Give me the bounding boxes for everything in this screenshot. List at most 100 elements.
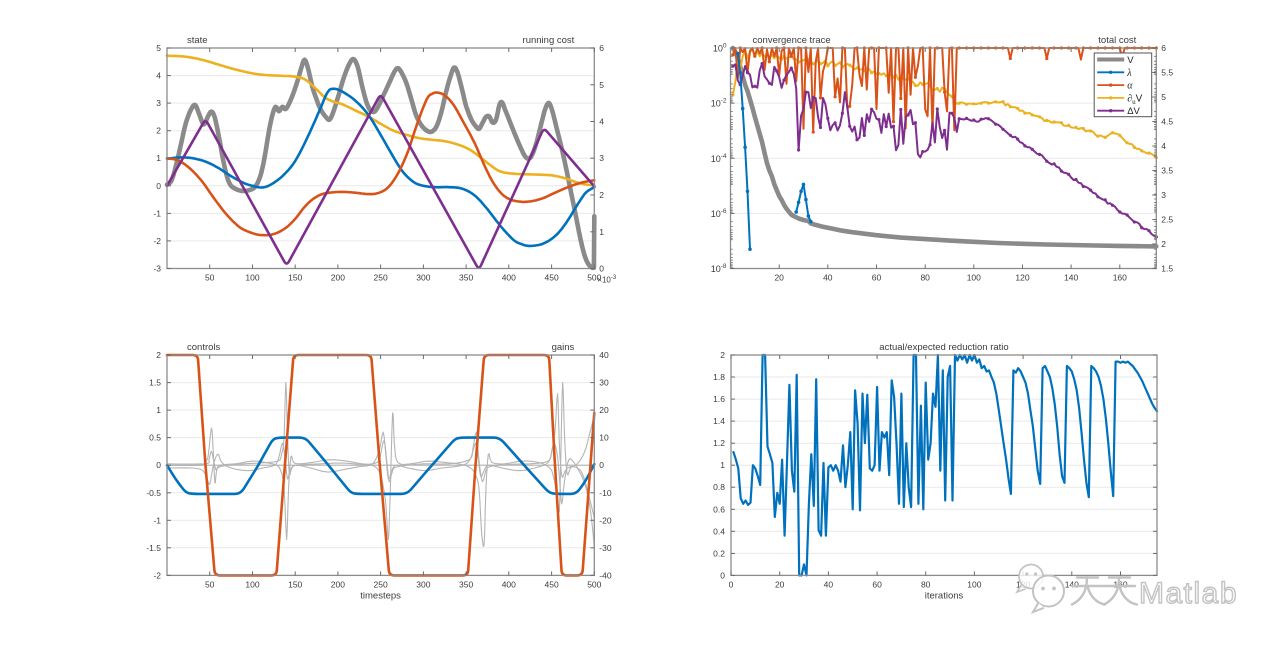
svg-text:Matlab: Matlab — [1139, 577, 1238, 610]
svg-text:50: 50 — [205, 273, 215, 283]
svg-text:200: 200 — [331, 273, 345, 283]
svg-text:4: 4 — [1161, 141, 1166, 151]
svg-text:0: 0 — [720, 570, 725, 580]
svg-text:λ: λ — [1126, 68, 1132, 79]
svg-text:5: 5 — [1161, 92, 1166, 102]
svg-text:3: 3 — [599, 153, 604, 163]
svg-text:0.4: 0.4 — [713, 526, 725, 536]
svg-text:running cost: running cost — [523, 35, 575, 46]
svg-text:10-8: 10-8 — [711, 263, 727, 274]
svg-text:gains: gains — [552, 342, 575, 353]
svg-text:10: 10 — [599, 433, 609, 443]
svg-text:1.6: 1.6 — [713, 394, 725, 404]
svg-text:350: 350 — [459, 579, 473, 589]
svg-text:120: 120 — [1015, 273, 1029, 283]
svg-text:∂uV: ∂uV — [1127, 93, 1142, 106]
svg-text:-2: -2 — [153, 236, 161, 246]
svg-text:-3: -3 — [153, 264, 161, 274]
svg-text:0.8: 0.8 — [713, 482, 725, 492]
svg-text:40: 40 — [824, 579, 834, 589]
svg-text:-1.5: -1.5 — [146, 543, 161, 553]
svg-text:3: 3 — [1161, 190, 1166, 200]
svg-text:150: 150 — [288, 273, 302, 283]
svg-text:-0.5: -0.5 — [146, 488, 161, 498]
svg-text:1.5: 1.5 — [1161, 264, 1173, 274]
svg-text:60: 60 — [872, 273, 882, 283]
svg-text:1: 1 — [599, 227, 604, 237]
svg-text:100: 100 — [713, 43, 727, 54]
svg-text:5.5: 5.5 — [1161, 68, 1173, 78]
svg-text:160: 160 — [1113, 579, 1127, 589]
svg-text:α: α — [1127, 81, 1133, 92]
svg-text:0.2: 0.2 — [713, 548, 725, 558]
svg-text:40: 40 — [823, 273, 833, 283]
svg-text:-1: -1 — [153, 208, 161, 218]
svg-text:100: 100 — [245, 579, 259, 589]
svg-text:-1: -1 — [153, 515, 161, 525]
svg-text:30: 30 — [599, 378, 609, 388]
svg-text:450: 450 — [545, 579, 559, 589]
svg-text:20: 20 — [775, 579, 785, 589]
svg-text:40: 40 — [599, 350, 609, 360]
svg-text:80: 80 — [921, 579, 931, 589]
svg-text:-20: -20 — [599, 515, 612, 525]
svg-text:10-4: 10-4 — [711, 153, 727, 164]
svg-text:5: 5 — [599, 80, 604, 90]
svg-text:100: 100 — [967, 579, 981, 589]
svg-text:60: 60 — [872, 579, 882, 589]
svg-text:350: 350 — [459, 273, 473, 283]
svg-text:2: 2 — [1161, 239, 1166, 249]
svg-text:ΔV: ΔV — [1127, 106, 1140, 117]
svg-text:1: 1 — [156, 405, 161, 415]
svg-text:-40: -40 — [599, 570, 612, 580]
svg-text:V: V — [1127, 55, 1134, 66]
svg-text:140: 140 — [1064, 273, 1078, 283]
svg-text:140: 140 — [1065, 579, 1079, 589]
svg-text:0: 0 — [599, 460, 604, 470]
svg-text:300: 300 — [416, 579, 430, 589]
svg-text:4: 4 — [156, 71, 161, 81]
svg-text:1.8: 1.8 — [713, 372, 725, 382]
svg-text:2: 2 — [156, 350, 161, 360]
svg-text:100: 100 — [967, 273, 981, 283]
svg-text:4: 4 — [599, 117, 604, 127]
svg-text:250: 250 — [374, 579, 388, 589]
svg-text:1.5: 1.5 — [149, 378, 161, 388]
svg-text:80: 80 — [920, 273, 930, 283]
svg-text:150: 150 — [288, 579, 302, 589]
svg-text:160: 160 — [1113, 273, 1127, 283]
svg-text:2: 2 — [599, 190, 604, 200]
svg-text:1: 1 — [720, 460, 725, 470]
svg-text:4.5: 4.5 — [1161, 117, 1173, 127]
svg-text:total cost: total cost — [1098, 35, 1136, 46]
svg-text:0: 0 — [599, 264, 604, 274]
svg-text:400: 400 — [502, 273, 516, 283]
svg-text:5: 5 — [156, 43, 161, 53]
svg-text:-30: -30 — [599, 543, 612, 553]
svg-text:2.5: 2.5 — [1161, 215, 1173, 225]
svg-text:actual/expected reduction rati: actual/expected reduction ratio — [879, 342, 1008, 353]
svg-text:100: 100 — [245, 273, 259, 283]
svg-text:×10-3: ×10-3 — [597, 275, 617, 285]
svg-text:6: 6 — [1161, 43, 1166, 53]
svg-text:0: 0 — [729, 579, 734, 589]
svg-text:timesteps: timesteps — [360, 590, 401, 601]
svg-text:controls: controls — [187, 342, 221, 353]
svg-text:10-6: 10-6 — [711, 208, 727, 219]
svg-text:1.4: 1.4 — [713, 416, 725, 426]
svg-text:-2: -2 — [153, 570, 161, 580]
svg-text:0: 0 — [156, 460, 161, 470]
svg-text:200: 200 — [331, 579, 345, 589]
svg-text:450: 450 — [545, 273, 559, 283]
svg-text:0: 0 — [156, 181, 161, 191]
svg-text:iterations: iterations — [925, 590, 964, 601]
svg-text:state: state — [187, 35, 208, 46]
svg-text:10-2: 10-2 — [711, 98, 727, 109]
svg-text:250: 250 — [374, 273, 388, 283]
svg-text:500: 500 — [587, 579, 601, 589]
svg-text:400: 400 — [502, 579, 516, 589]
svg-text:500: 500 — [587, 273, 601, 283]
svg-text:20: 20 — [599, 405, 609, 415]
svg-text:50: 50 — [205, 579, 215, 589]
svg-text:20: 20 — [774, 273, 784, 283]
